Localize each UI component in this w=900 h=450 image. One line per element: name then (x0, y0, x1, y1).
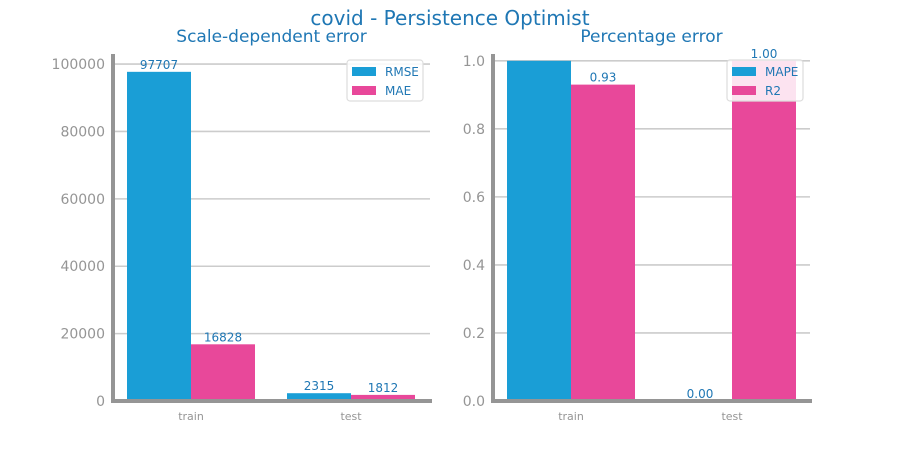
bar-mae-train (191, 344, 255, 401)
panel-title: Percentage error (580, 27, 722, 47)
bar-mape-train (507, 60, 571, 401)
legend-label: RMSE (385, 65, 419, 79)
x-tick-label: test (721, 410, 743, 423)
legend-label: MAE (385, 84, 411, 98)
y-tick-label: 40000 (60, 259, 105, 275)
y-tick-label: 80000 (60, 124, 105, 140)
bar-mae-test (351, 394, 415, 401)
legend: RMSE MAE (346, 59, 424, 102)
y-tick-label: 100000 (52, 57, 105, 73)
y-tick-label: 0.4 (463, 258, 485, 274)
data-label: 16828 (204, 330, 242, 344)
legend-swatch (352, 67, 376, 76)
scale-dependent-error-chart: Scale-dependent error 0 20000 40000 60000 800… (52, 27, 432, 423)
data-label: 2315 (304, 379, 335, 393)
bar-r2-test (732, 60, 796, 401)
legend-label: R2 (765, 84, 781, 98)
legend-swatch (732, 67, 756, 76)
x-tick-label: train (178, 410, 204, 423)
legend-swatch (352, 86, 376, 95)
figure-title: covid - Persistence Optimist (310, 6, 589, 30)
y-tick-label: 0.8 (463, 122, 485, 138)
data-label: 0.93 (590, 71, 617, 85)
bar-r2-train (571, 84, 635, 401)
legend-label: MAPE (765, 65, 798, 79)
data-label: 97707 (140, 58, 178, 72)
legend-swatch (732, 86, 756, 95)
x-tick-label: test (340, 410, 362, 423)
bar-rmse-train (127, 71, 191, 401)
panel-title: Scale-dependent error (176, 27, 366, 47)
y-tick-label: 1.0 (463, 54, 485, 70)
y-tick-label: 0.6 (463, 190, 485, 206)
y-tick-label: 60000 (60, 192, 105, 208)
x-tick-label: train (558, 410, 584, 423)
data-label: 0.00 (687, 387, 714, 401)
y-tick-label: 0 (96, 394, 105, 410)
data-label: 1.00 (751, 47, 778, 61)
y-tick-label: 0.2 (463, 326, 485, 342)
percentage-error-chart: Percentage error 0.0 0.2 0.4 0.6 0.8 1.0 0.00 0.… (463, 27, 812, 423)
data-label: 1812 (368, 381, 399, 395)
legend: MAPE R2 (726, 59, 804, 102)
y-tick-label: 0.0 (463, 394, 485, 410)
y-tick-label: 20000 (60, 327, 105, 343)
bar-rmse-test (287, 393, 351, 401)
